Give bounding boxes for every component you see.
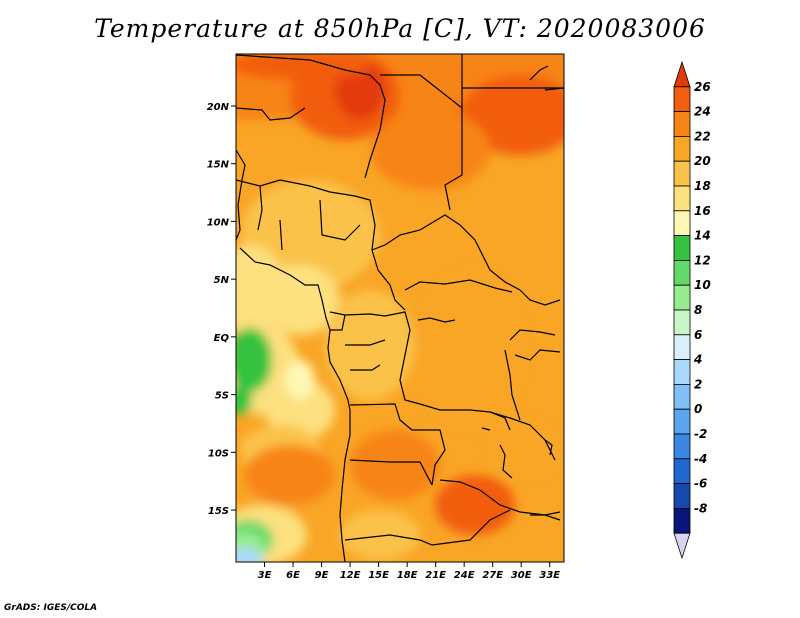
lat-tick-label: EQ xyxy=(214,333,230,344)
colorbar-box xyxy=(673,259,691,286)
colorbar-box xyxy=(673,359,691,385)
lakes xyxy=(417,317,561,516)
lon-tick-label: 30E xyxy=(511,570,532,581)
angola-borders xyxy=(344,403,511,546)
temperature-field xyxy=(236,54,564,562)
colorbar-label: -6 xyxy=(694,477,707,491)
colorbar-box xyxy=(673,135,691,162)
colorbar-box xyxy=(673,160,691,187)
colorbar-box xyxy=(673,284,691,311)
congo-borders xyxy=(329,311,511,431)
colorbar-label: 8 xyxy=(694,303,702,317)
colorbar-box xyxy=(673,210,691,237)
colorbar-box xyxy=(673,483,691,509)
colorbar-box xyxy=(673,383,691,410)
lon-tick-label: 15E xyxy=(368,570,389,581)
colorbar-label: 18 xyxy=(694,179,711,193)
lon-tick-label: 33E xyxy=(539,570,560,581)
colorbar-label: 10 xyxy=(694,278,711,292)
colorbar-box xyxy=(673,60,691,88)
lat-tick-label: 5N xyxy=(214,275,230,286)
colorbar-box xyxy=(673,532,691,560)
colorbar-label: 24 xyxy=(694,105,711,119)
red-sea-coast xyxy=(529,65,564,91)
lon-tick-label: 18E xyxy=(397,570,418,581)
colorbar-box xyxy=(673,309,691,336)
colorbar-label: 12 xyxy=(694,253,711,267)
lon-tick-label: 6E xyxy=(286,570,300,581)
colorbar-box xyxy=(673,111,691,137)
grads-credit: GrADS: IGES/COLA xyxy=(4,603,98,613)
colorbar-label: 26 xyxy=(694,80,711,94)
lon-tick-label: 3E xyxy=(258,570,272,581)
lat-tick-label: 15N xyxy=(207,160,230,171)
colorbar-label: 16 xyxy=(694,204,711,218)
colorbar-box xyxy=(673,507,691,534)
lat-tick-label: 20N xyxy=(207,102,230,113)
colorbar-label: 14 xyxy=(694,229,711,243)
colorbar-box xyxy=(673,408,691,435)
lat-tick-label: 5S xyxy=(215,391,229,402)
colorbar-box xyxy=(673,433,691,460)
colorbar-box xyxy=(673,235,691,261)
country-borders xyxy=(236,54,564,562)
west-coastline xyxy=(236,149,351,562)
lat-tick-label: 10N xyxy=(207,217,230,228)
lat-tick-label: 10S xyxy=(208,448,229,459)
east-borders xyxy=(439,289,561,521)
colorbar-boxes xyxy=(673,60,691,560)
sahel-borders xyxy=(236,107,376,251)
map-frame xyxy=(235,53,565,563)
lon-tick-label: 21E xyxy=(425,570,446,581)
colorbar-label: -8 xyxy=(694,501,707,515)
colorbar-box xyxy=(673,86,691,113)
lon-tick-label: 27E xyxy=(482,570,503,581)
colorbar-label: 2 xyxy=(694,377,702,391)
central-borders xyxy=(371,214,521,311)
colorbar-box xyxy=(673,334,691,360)
colorbar-box xyxy=(673,458,691,484)
colorbar-box xyxy=(673,185,691,212)
lon-tick-label: 12E xyxy=(340,570,361,581)
colorbar-label: 4 xyxy=(693,353,702,367)
lon-tick-label: 9E xyxy=(315,570,329,581)
colorbar-label: 0 xyxy=(694,402,702,416)
lon-tick-label: 24E xyxy=(454,570,475,581)
sahara-borders xyxy=(236,54,564,211)
colorbar-label: 6 xyxy=(694,328,702,342)
colorbar-label: 22 xyxy=(694,129,711,143)
map-title: Temperature at 850hPa [C], VT: 202008300… xyxy=(94,14,706,43)
lat-tick-label: 15S xyxy=(208,506,229,517)
colorbar-label: -2 xyxy=(694,427,707,441)
colorbar-label: 20 xyxy=(694,154,711,168)
axis-ticks: 3E 6E 9E 12E 15E 18E 21E 24E 27E 30E 33E 20N 15N 10N 5… xyxy=(207,102,561,581)
colorbar-label: -4 xyxy=(694,452,707,466)
